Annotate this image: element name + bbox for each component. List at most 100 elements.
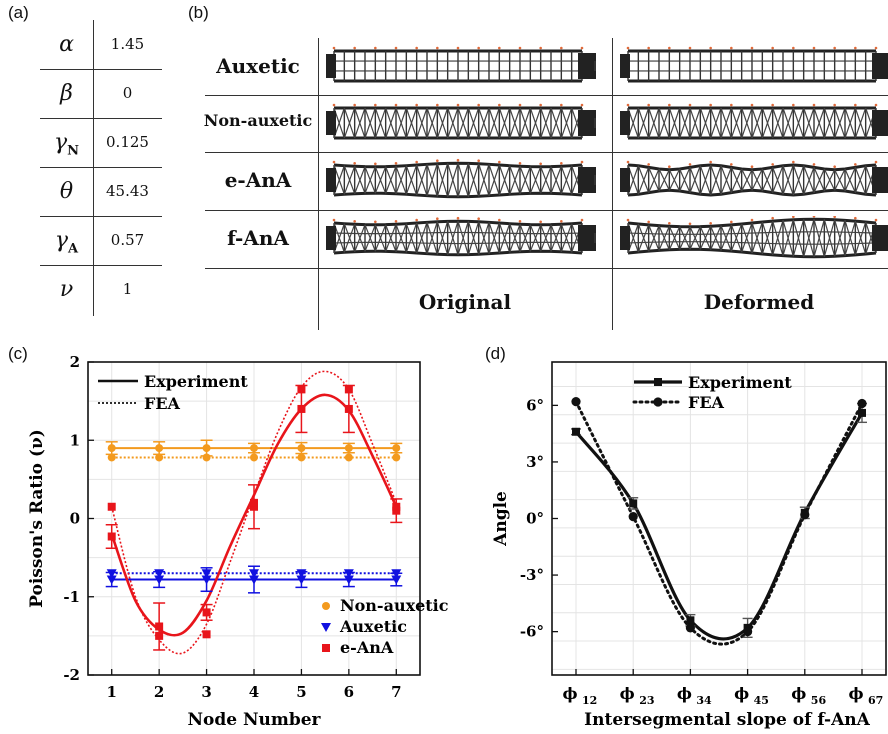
legend-label: Auxetic [339, 617, 407, 636]
data-point-experiment [344, 404, 353, 413]
lattice-image [620, 46, 888, 83]
y-tick-label: 6° [526, 396, 544, 414]
row-label: Non-auxetic [203, 110, 313, 130]
data-point-experiment [155, 622, 164, 631]
panel-label-b: (b) [188, 3, 209, 22]
grid-line [318, 38, 319, 330]
data-point-experiment [858, 408, 866, 417]
data-point-experiment [202, 444, 211, 453]
grid-line [205, 268, 888, 269]
x-tick-subscript: 67 [868, 694, 883, 707]
x-tick-label: 5 [296, 683, 306, 701]
x-tick-label: 3 [201, 683, 211, 701]
param-symbol: γA [54, 228, 79, 257]
row-label: e-AnA [224, 167, 292, 192]
data-point-fea [743, 627, 753, 637]
y-tick-label: 3° [526, 453, 544, 471]
lattice-image [326, 158, 596, 199]
data-point-fea [249, 569, 259, 579]
grid-line [205, 152, 888, 153]
x-tick-subscript: 34 [696, 694, 712, 707]
grid-line [205, 210, 888, 211]
lattice-image [620, 160, 888, 197]
data-point-experiment [297, 444, 306, 453]
data-point-experiment [107, 532, 116, 541]
data-point-experiment [686, 616, 695, 625]
y-tick-label: -1 [63, 588, 80, 606]
lattice-image [620, 103, 888, 140]
data-point-fea [628, 512, 638, 522]
param-value: 0 [122, 84, 133, 102]
data-point-fea [106, 569, 117, 579]
data-point-experiment [154, 575, 165, 585]
legend-label: FEA [144, 394, 181, 413]
row-label: Auxetic [216, 53, 300, 78]
param-value: 1.45 [110, 35, 145, 53]
data-point-experiment [297, 404, 306, 413]
y-tick-label: -6° [520, 623, 544, 641]
x-axis-label: Node Number [187, 710, 321, 730]
param-symbol: γN [53, 130, 80, 159]
parameter-table: α 1.45 β 0 γN 0.125 θ 45.43 γA 0.57 ν 1 [40, 20, 162, 316]
data-point-fea [250, 453, 258, 462]
x-tick-subscript: 56 [811, 694, 827, 707]
data-point-fea [202, 630, 211, 639]
data-point-fea [297, 453, 306, 462]
x-tick-subscript: 45 [754, 694, 769, 707]
param-symbol: α [59, 32, 74, 57]
x-tick-label: 2 [154, 683, 164, 701]
param-row: α 1.45 [40, 20, 162, 69]
param-row: γN 0.125 [40, 118, 162, 167]
x-tick-label: 6 [344, 683, 354, 701]
poisson-ratio-chart: 1 2 3 4 5 6 7 -2 -1 0 1 2 Node Number Poisson's Ratio… [27, 353, 449, 730]
data-point-experiment [107, 444, 116, 453]
data-point-fea [154, 569, 165, 579]
data-point-fea [250, 498, 258, 507]
data-point-fea [857, 398, 867, 409]
lattice-image [326, 216, 596, 257]
grid-line [612, 38, 613, 330]
data-point-fea [201, 569, 212, 579]
param-symbol: ν [59, 277, 74, 302]
data-point-fea [344, 385, 353, 394]
data-point-experiment [343, 575, 354, 585]
x-tick-label: ϕ [562, 684, 577, 703]
param-symbol: θ [59, 179, 74, 204]
panel-label-a: (a) [8, 3, 29, 22]
data-point-fea [392, 502, 401, 511]
param-row: θ 45.43 [40, 167, 162, 216]
data-point-fea [571, 396, 581, 407]
param-value: 0.125 [106, 133, 149, 151]
x-axis-label: Intersegmental slope of f-AnA [584, 710, 870, 730]
x-tick-label: ϕ [848, 684, 863, 703]
y-tick-label: 2 [70, 353, 80, 371]
lattice-image [326, 46, 596, 83]
legend-marker [322, 602, 330, 610]
experiment-line [574, 412, 864, 641]
data-point-fea [202, 453, 211, 462]
legend-marker [654, 378, 662, 386]
grid-line [205, 95, 888, 96]
data-point-fea [392, 453, 401, 462]
x-tick-label: 4 [249, 683, 259, 701]
data-point-fea [296, 569, 307, 579]
x-tick-label: 7 [391, 683, 401, 701]
data-point-fea [155, 453, 164, 462]
legend-label: e-AnA [340, 638, 394, 657]
data-point-experiment [572, 427, 580, 436]
data-point-experiment [106, 575, 117, 585]
data-point-fea [107, 453, 116, 462]
data-point-experiment [296, 575, 307, 585]
data-point-experiment [391, 575, 402, 585]
data-point-fea [344, 453, 353, 462]
data-point-experiment [392, 444, 401, 453]
data-point-experiment [249, 575, 259, 585]
data-point-experiment [201, 575, 212, 585]
data-point-experiment [629, 499, 638, 508]
legend-label: Experiment [144, 372, 248, 391]
y-tick-label: 0 [70, 510, 80, 528]
legend-label: Experiment [688, 373, 792, 392]
data-point-fea [297, 385, 306, 394]
y-tick-label: -3° [520, 566, 544, 584]
